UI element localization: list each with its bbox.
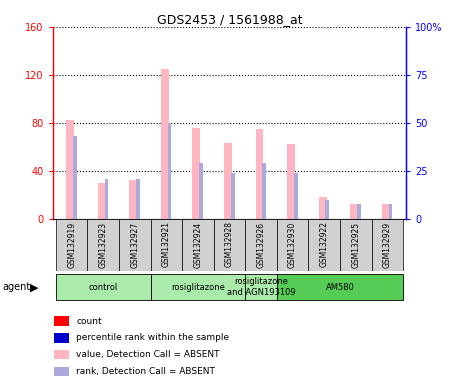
Bar [136, 179, 140, 219]
Bar [319, 197, 326, 219]
Bar [192, 127, 200, 219]
Bar [308, 219, 340, 271]
Bar [231, 173, 235, 219]
Text: rosiglitazone
and AGN193109: rosiglitazone and AGN193109 [227, 277, 296, 297]
Text: GSM132924: GSM132924 [193, 222, 202, 268]
Bar [382, 204, 390, 219]
Text: agent: agent [2, 282, 31, 292]
Bar [277, 274, 403, 300]
Text: value, Detection Call = ABSENT: value, Detection Call = ABSENT [76, 350, 220, 359]
Bar [277, 219, 308, 271]
Bar [151, 219, 182, 271]
Bar [98, 183, 106, 219]
Bar [245, 219, 277, 271]
Bar [151, 274, 245, 300]
Bar [54, 333, 69, 343]
Text: percentile rank within the sample: percentile rank within the sample [76, 333, 230, 343]
Title: GDS2453 / 1561988_at: GDS2453 / 1561988_at [157, 13, 302, 26]
Text: ▶: ▶ [30, 282, 39, 292]
Bar [214, 219, 245, 271]
Bar [245, 274, 277, 300]
Bar [340, 219, 371, 271]
Bar [105, 179, 108, 219]
Text: GSM132929: GSM132929 [383, 222, 392, 268]
Bar [350, 204, 358, 219]
Text: GSM132926: GSM132926 [257, 222, 266, 268]
Text: count: count [76, 316, 102, 326]
Text: GSM132925: GSM132925 [351, 222, 360, 268]
Bar [199, 163, 203, 219]
Text: AM580: AM580 [325, 283, 354, 291]
Bar [325, 200, 329, 219]
Text: rank, Detection Call = ABSENT: rank, Detection Call = ABSENT [76, 367, 215, 376]
Bar [371, 219, 403, 271]
Text: GSM132928: GSM132928 [225, 222, 234, 268]
Text: GSM132919: GSM132919 [67, 222, 76, 268]
Bar [56, 219, 88, 271]
Bar [56, 274, 151, 300]
Bar [182, 219, 214, 271]
Bar [287, 144, 295, 219]
Bar [161, 69, 169, 219]
Text: control: control [89, 283, 118, 291]
Bar [129, 180, 137, 219]
Text: GSM132921: GSM132921 [162, 222, 171, 268]
Bar [168, 123, 172, 219]
Bar [54, 316, 69, 326]
Text: GSM132922: GSM132922 [319, 222, 329, 268]
Bar [88, 219, 119, 271]
Text: GSM132930: GSM132930 [288, 222, 297, 268]
Bar [224, 143, 232, 219]
Text: rosiglitazone: rosiglitazone [171, 283, 225, 291]
Bar [66, 121, 74, 219]
Bar [357, 204, 361, 219]
Text: GSM132927: GSM132927 [130, 222, 140, 268]
Bar [54, 367, 69, 376]
Bar [388, 204, 392, 219]
Bar [54, 350, 69, 359]
Bar [263, 163, 266, 219]
Bar [294, 173, 298, 219]
Text: GSM132923: GSM132923 [99, 222, 108, 268]
Bar [256, 129, 263, 219]
Bar [119, 219, 151, 271]
Bar [73, 136, 77, 219]
